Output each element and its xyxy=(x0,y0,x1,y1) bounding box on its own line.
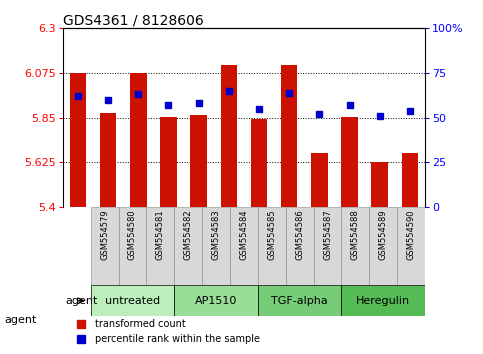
Text: GSM554590: GSM554590 xyxy=(407,210,415,260)
Bar xyxy=(230,207,258,285)
Bar xyxy=(221,65,237,207)
Text: agent: agent xyxy=(66,296,98,306)
Text: GSM554582: GSM554582 xyxy=(184,210,193,260)
Bar xyxy=(91,207,118,285)
Text: GSM554587: GSM554587 xyxy=(323,210,332,260)
Bar xyxy=(281,65,298,207)
Text: AP1510: AP1510 xyxy=(195,296,237,306)
Text: GSM554588: GSM554588 xyxy=(351,210,360,260)
Bar xyxy=(146,207,174,285)
Text: GSM554585: GSM554585 xyxy=(267,210,276,260)
Text: GDS4361 / 8128606: GDS4361 / 8128606 xyxy=(63,13,203,27)
Bar xyxy=(251,119,267,207)
Text: GSM554579: GSM554579 xyxy=(100,210,109,260)
Bar xyxy=(190,115,207,207)
Text: Heregulin: Heregulin xyxy=(356,296,410,306)
Bar xyxy=(397,207,425,285)
Text: agent: agent xyxy=(5,315,37,325)
Text: untreated: untreated xyxy=(105,296,160,306)
Bar xyxy=(130,73,146,207)
Bar xyxy=(341,117,358,207)
Bar xyxy=(369,207,397,285)
Text: GSM554584: GSM554584 xyxy=(240,210,248,260)
Bar xyxy=(258,285,341,316)
Bar xyxy=(202,207,230,285)
Bar xyxy=(313,207,341,285)
Bar xyxy=(91,285,174,316)
Bar xyxy=(286,207,313,285)
Bar xyxy=(100,113,116,207)
Bar xyxy=(341,207,369,285)
Bar xyxy=(118,207,146,285)
Bar xyxy=(311,153,327,207)
Text: GSM554589: GSM554589 xyxy=(379,210,388,260)
Text: percentile rank within the sample: percentile rank within the sample xyxy=(96,334,260,344)
Bar xyxy=(402,153,418,207)
Bar xyxy=(371,162,388,207)
Bar xyxy=(174,207,202,285)
Text: TGF-alpha: TGF-alpha xyxy=(271,296,328,306)
Text: GSM554581: GSM554581 xyxy=(156,210,165,260)
Text: GSM554586: GSM554586 xyxy=(295,210,304,260)
Bar xyxy=(174,285,258,316)
Text: GSM554580: GSM554580 xyxy=(128,210,137,260)
Text: GSM554583: GSM554583 xyxy=(212,210,221,260)
Bar xyxy=(70,73,86,207)
Bar xyxy=(341,285,425,316)
Bar xyxy=(160,117,177,207)
Text: transformed count: transformed count xyxy=(96,319,186,329)
Bar xyxy=(258,207,286,285)
